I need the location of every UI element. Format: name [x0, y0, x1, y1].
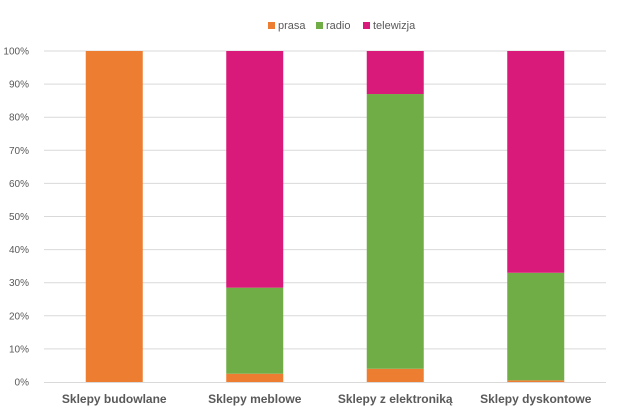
y-tick-label: 50%	[9, 212, 29, 223]
y-tick-label: 10%	[9, 344, 29, 355]
bar-segment-telewizja	[366, 51, 424, 95]
bar-stack-sklepy-dyskontowe	[507, 51, 565, 382]
bar-segment-radio	[507, 272, 565, 381]
bar-stack-sklepy-budowlane	[85, 51, 143, 382]
x-category-label: Sklepy z elektroniką	[338, 392, 453, 406]
legend-label: prasa	[278, 20, 306, 32]
y-tick-label: 30%	[9, 278, 29, 289]
legend-item-prasa: prasa	[268, 20, 306, 32]
bar-stack-sklepy-meblowe	[226, 51, 284, 382]
bar-segment-prasa	[366, 368, 424, 382]
legend-swatch	[363, 22, 370, 29]
y-tick-label: 70%	[9, 146, 29, 157]
y-tick-label: 40%	[9, 245, 29, 256]
y-tick-label: 0%	[15, 378, 30, 389]
bar-segment-prasa	[226, 373, 284, 382]
bar-segment-radio	[226, 287, 284, 374]
bar-segment-telewizja	[507, 51, 565, 273]
y-tick-label: 60%	[9, 179, 29, 190]
legend-label: telewizja	[373, 20, 416, 32]
y-axis-tick-labels: 0% 10% 20% 30% 40% 50% 60% 70% 80% 90% 100%	[3, 47, 29, 389]
x-category-label: Sklepy meblowe	[208, 392, 302, 406]
bar-segment-prasa	[85, 51, 143, 382]
legend-swatch	[316, 22, 323, 29]
legend-swatch	[268, 22, 275, 29]
chart-legend: prasa radio telewizja	[268, 20, 416, 32]
y-tick-label: 90%	[9, 80, 29, 91]
bar-segment-telewizja	[226, 51, 284, 288]
bar-segment-prasa	[507, 380, 565, 382]
y-tick-label: 100%	[3, 47, 29, 58]
x-axis-category-labels: Sklepy budowlane Sklepy meblowe Sklepy z e…	[62, 392, 592, 406]
legend-item-radio: radio	[316, 20, 350, 32]
bar-stack-sklepy-z-elektronika	[366, 51, 424, 382]
y-tick-label: 80%	[9, 113, 29, 124]
y-tick-label: 20%	[9, 311, 29, 322]
bar-segment-radio	[366, 94, 424, 369]
legend-label: radio	[326, 20, 350, 32]
bar-stacks	[85, 51, 565, 382]
legend-item-telewizja: telewizja	[363, 20, 416, 32]
x-category-label: Sklepy budowlane	[62, 392, 167, 406]
x-category-label: Sklepy dyskontowe	[480, 392, 592, 406]
